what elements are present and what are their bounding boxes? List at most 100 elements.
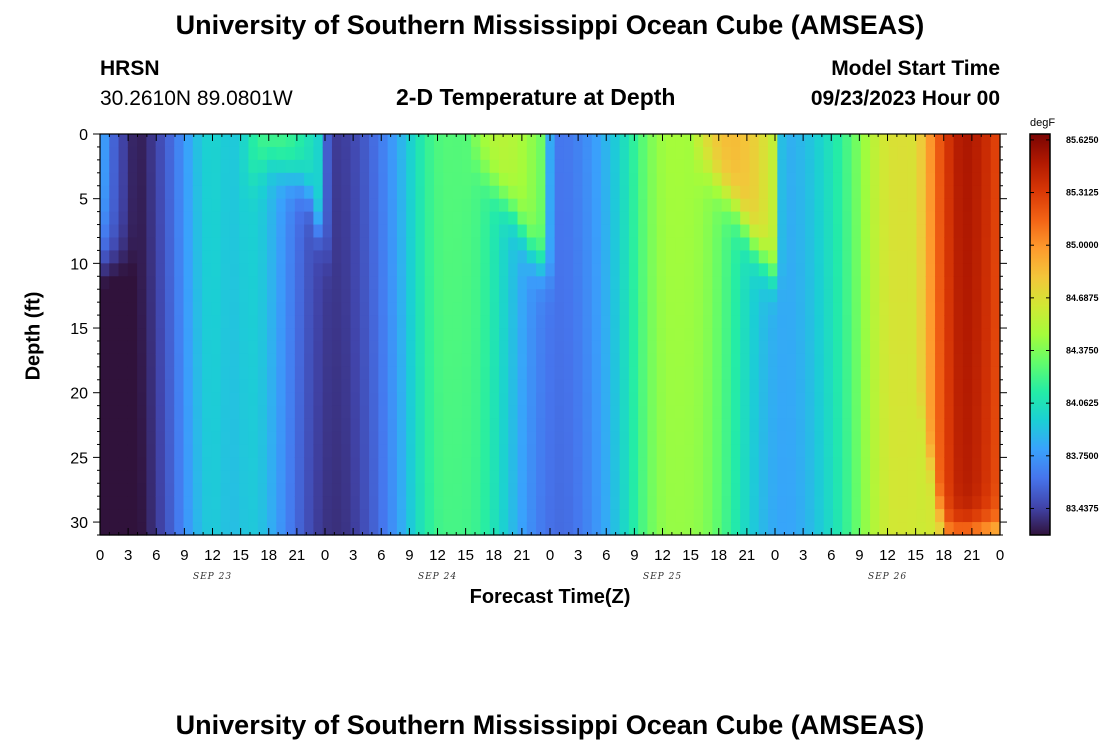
heatmap-cell: [582, 263, 593, 277]
heatmap-cell: [638, 353, 649, 368]
heatmap-cell: [628, 483, 639, 497]
heatmap-cell: [712, 405, 723, 420]
heatmap-cell: [137, 509, 147, 523]
heatmap-cell: [211, 457, 222, 471]
heatmap-cell: [897, 470, 908, 484]
heatmap-cell: [582, 172, 593, 187]
heatmap-cell: [768, 159, 778, 174]
heatmap-cell: [888, 405, 899, 420]
heatmap-cell: [341, 302, 352, 316]
heatmap-cell: [749, 431, 760, 446]
heatmap-cell: [749, 522, 760, 536]
heatmap-cell: [406, 405, 417, 420]
heatmap-cell: [888, 496, 899, 510]
heatmap-cell: [415, 496, 426, 510]
heatmap-cell: [591, 302, 602, 316]
heatmap-cell: [424, 340, 435, 355]
heatmap-cell: [721, 457, 732, 471]
heatmap-cell: [832, 522, 843, 536]
heatmap-cell: [758, 431, 769, 446]
heatmap-cell: [415, 315, 426, 329]
heatmap-cell: [239, 353, 250, 368]
heatmap-cell: [313, 185, 324, 200]
heatmap-cell: [712, 276, 723, 290]
heatmap-cell: [888, 134, 899, 148]
heatmap-cell: [721, 392, 732, 407]
heatmap-cell: [814, 496, 825, 510]
heatmap-cell: [517, 418, 528, 433]
heatmap-cell: [860, 146, 871, 161]
heatmap-cell: [777, 509, 788, 523]
x-tick-label: 15: [682, 547, 699, 564]
heatmap-cell: [619, 418, 630, 433]
heatmap-cell: [805, 185, 816, 200]
heatmap-cell: [202, 276, 212, 290]
heatmap-cell: [805, 302, 816, 316]
heatmap-cell: [378, 353, 389, 368]
heatmap-cell: [879, 276, 890, 290]
heatmap-cell: [100, 366, 110, 381]
heatmap-cell: [740, 328, 751, 342]
heatmap-cell: [294, 172, 305, 187]
heatmap-cell: [647, 159, 658, 174]
heatmap-cell: [480, 522, 491, 536]
heatmap-cell: [415, 470, 426, 484]
heatmap-cell: [211, 444, 222, 458]
heatmap-cell: [498, 496, 509, 510]
heatmap-cell: [665, 366, 676, 381]
heatmap-cell: [313, 353, 324, 368]
heatmap-cell: [239, 237, 250, 252]
heatmap-cell: [369, 328, 379, 342]
heatmap-cell: [257, 224, 268, 239]
heatmap-cell: [359, 405, 370, 420]
heatmap-cell: [563, 172, 574, 187]
heatmap-cell: [109, 522, 120, 536]
heatmap-cell: [563, 185, 574, 200]
heatmap-cell: [777, 315, 788, 329]
heatmap-cell: [508, 198, 519, 213]
heatmap-cell: [415, 250, 426, 264]
heatmap-cell: [832, 315, 843, 329]
heatmap-cell: [554, 483, 565, 497]
heatmap-cell: [628, 353, 639, 368]
heatmap-cell: [127, 366, 138, 381]
heatmap-cell: [879, 457, 890, 471]
heatmap-cell: [990, 276, 1001, 290]
heatmap-cell: [146, 159, 157, 174]
heatmap-cell: [508, 418, 519, 433]
heatmap-cell: [341, 237, 352, 252]
heatmap-cell: [712, 289, 723, 303]
heatmap-cell: [192, 250, 203, 264]
heatmap-cell: [925, 405, 936, 420]
heatmap-cell: [100, 483, 110, 497]
heatmap-cell: [257, 263, 268, 277]
heatmap-cell: [601, 237, 611, 252]
heatmap-cell: [359, 302, 370, 316]
heatmap-cell: [229, 250, 240, 264]
heatmap-cell: [601, 211, 611, 226]
heatmap-cell: [879, 315, 890, 329]
heatmap-cell: [879, 146, 890, 161]
heatmap-cell: [721, 496, 732, 510]
heatmap-cell: [331, 159, 342, 174]
heatmap-cell: [350, 328, 361, 342]
heatmap-cell: [712, 457, 723, 471]
heatmap-cell: [925, 224, 936, 239]
heatmap-cell: [146, 496, 157, 510]
heatmap-cell: [582, 457, 593, 471]
heatmap-cell: [359, 315, 370, 329]
heatmap-cell: [415, 379, 426, 394]
heatmap-cell: [712, 198, 723, 213]
heatmap-cell: [647, 483, 658, 497]
heatmap-cell: [842, 457, 853, 471]
heatmap-cell: [758, 146, 769, 161]
heatmap-cell: [712, 431, 723, 446]
heatmap-cell: [276, 457, 287, 471]
heatmap-cell: [294, 457, 305, 471]
heatmap-cell: [879, 224, 890, 239]
heatmap-cell: [294, 276, 305, 290]
heatmap-cell: [888, 509, 899, 523]
heatmap-cell: [248, 483, 259, 497]
heatmap-cell: [758, 496, 769, 510]
heatmap-cell: [498, 522, 509, 536]
